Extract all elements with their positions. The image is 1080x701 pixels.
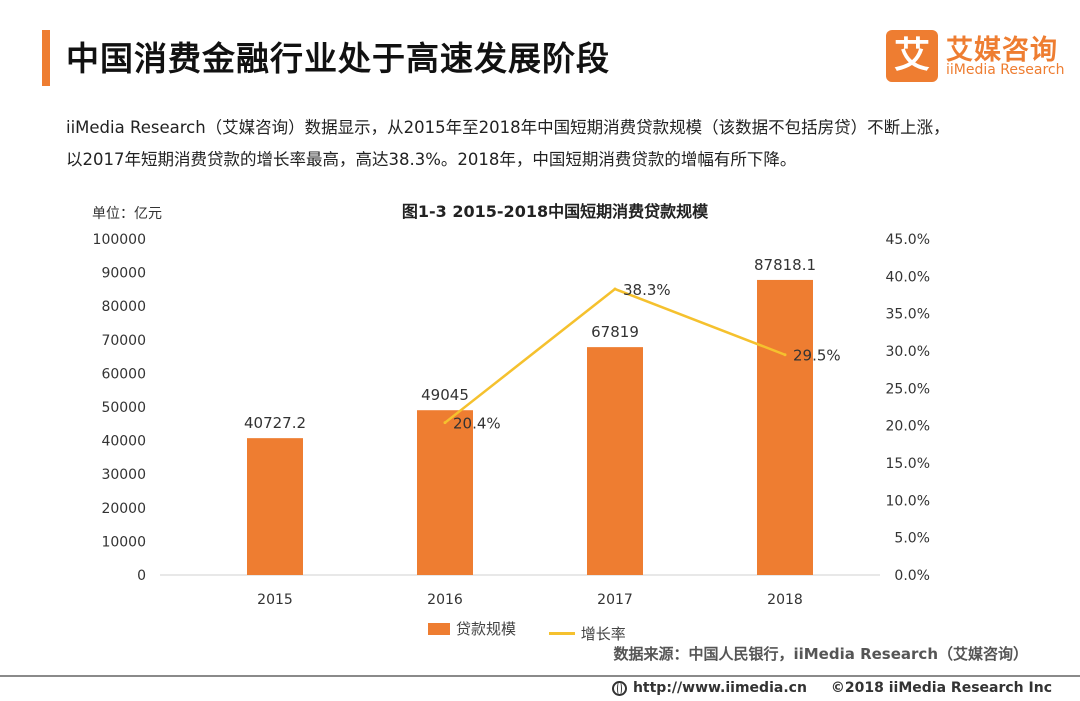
- y-right-tick-label: 20.0%: [886, 419, 930, 435]
- y-right-tick-label: 40.0%: [886, 269, 930, 285]
- y-right-tick-label: 15.0%: [886, 456, 930, 472]
- description: iiMedia Research（艾媒咨询）数据显示，从2015年至2018年中…: [66, 112, 1026, 176]
- brand-logo: 艾 艾媒咨询 iiMedia Research: [886, 28, 1066, 84]
- y-right-tick-label: 0.0%: [894, 568, 930, 584]
- legend-label-growth-rate: 增长率: [580, 624, 626, 643]
- bar-2015: [247, 438, 303, 575]
- y-left-tick-label: 50000: [101, 400, 146, 416]
- y-left-tick-label: 0: [137, 568, 146, 584]
- growth-rate-point: [783, 353, 787, 357]
- logo-chinese-name: 艾媒咨询: [946, 35, 1058, 66]
- y-right-tick-label: 35.0%: [886, 307, 930, 323]
- footer-divider: [0, 675, 1080, 677]
- y-left-tick-label: 10000: [101, 534, 146, 550]
- y-left-tick-label: 70000: [101, 333, 146, 349]
- page-title: 中国消费金融行业处于高速发展阶段: [66, 39, 610, 78]
- y-left-tick-label: 20000: [101, 501, 146, 517]
- y-left-tick-label: 90000: [101, 266, 146, 282]
- y-right-tick-label: 45.0%: [886, 232, 930, 248]
- bar-2018: [757, 279, 813, 575]
- data-source: 数据来源：中国人民银行，iiMedia Research（艾媒咨询）: [613, 645, 1028, 663]
- bar-2016: [417, 410, 473, 575]
- bar-value-label: 67819: [591, 323, 639, 341]
- x-tick-label: 2016: [427, 592, 463, 608]
- legend-item-growth-rate: 增长率: [548, 623, 626, 644]
- x-tick-label: 2015: [257, 592, 293, 608]
- logo-english-name: iiMedia Research: [946, 62, 1065, 78]
- description-line-1: iiMedia Research（艾媒咨询）数据显示，从2015年至2018年中…: [66, 118, 950, 137]
- y-right-tick-label: 10.0%: [886, 493, 930, 509]
- growth-rate-point: [443, 421, 447, 425]
- footer-url[interactable]: http://www.iimedia.cn: [632, 680, 807, 696]
- growth-rate-label: 38.3%: [623, 281, 671, 299]
- y-left-tick-label: 60000: [101, 366, 146, 382]
- bar-value-label: 49045: [421, 386, 469, 404]
- title-accent-bar: [42, 30, 50, 86]
- globe-icon: [611, 680, 627, 696]
- y-right-tick-label: 30.0%: [886, 344, 930, 360]
- footer-copyright: ©2018 iiMedia Research Inc: [830, 680, 1052, 696]
- y-left-tick-label: 30000: [101, 467, 146, 483]
- chart-legend: 贷款规模 增长率: [428, 618, 654, 644]
- x-tick-label: 2017: [597, 592, 633, 608]
- y-right-tick-label: 5.0%: [894, 531, 930, 547]
- y-right-tick-label: 25.0%: [886, 381, 930, 397]
- legend-swatch-bar: [428, 622, 450, 635]
- chart-title: 图1-3 2015-2018中国短期消费贷款规模: [401, 202, 709, 221]
- logo-badge: 艾: [886, 30, 938, 82]
- description-line-2: 以2017年短期消费贷款的增长率最高，高达38.3%。2018年，中国短期消费贷…: [66, 150, 797, 169]
- footer: http://www.iimedia.cn ©2018 iiMedia Rese…: [611, 680, 1052, 696]
- growth-rate-point: [613, 287, 617, 291]
- x-tick-label: 2018: [767, 592, 803, 608]
- y-left-tick-label: 100000: [93, 232, 146, 248]
- legend-swatch-line: [548, 631, 575, 635]
- bar-value-label: 40727.2: [244, 414, 306, 432]
- y-left-tick-label: 80000: [101, 299, 146, 315]
- legend-item-loan-scale: 贷款规模: [428, 618, 516, 639]
- legend-label-loan-scale: 贷款规模: [456, 620, 517, 638]
- growth-rate-label: 20.4%: [453, 415, 501, 433]
- y-left-tick-label: 40000: [101, 434, 146, 450]
- unit-label: 单位：亿元: [92, 206, 162, 222]
- bar-value-label: 87818.1: [754, 256, 816, 274]
- growth-rate-label: 29.5%: [793, 347, 841, 365]
- bar-2017: [587, 347, 643, 575]
